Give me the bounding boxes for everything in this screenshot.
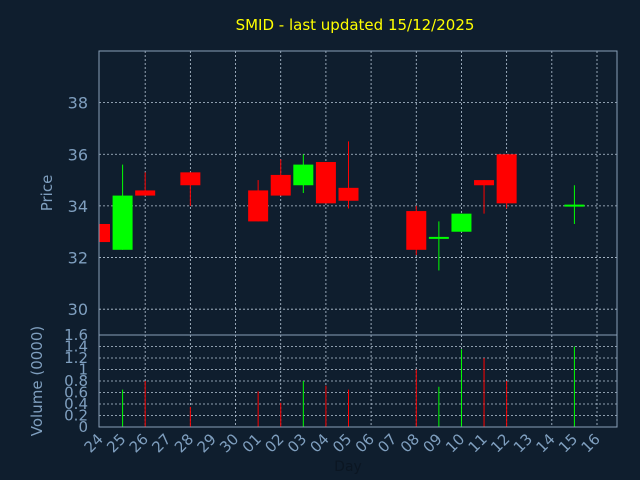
volume-panel-frame bbox=[98, 334, 618, 428]
volume-y-tick-label: 0 bbox=[78, 418, 88, 436]
price-y-tick-label: 30 bbox=[68, 300, 88, 319]
candle-body bbox=[451, 213, 472, 232]
volume-y-tick-label: 1.4 bbox=[64, 338, 88, 356]
volume-y-tick-label: 0.8 bbox=[64, 372, 88, 390]
price-y-axis-label: Price bbox=[38, 175, 56, 212]
x-axis-label: Day bbox=[334, 459, 362, 475]
volume-y-tick-label: 1.6 bbox=[64, 326, 88, 344]
volume-y-axis-label: Volume (0000) bbox=[28, 326, 46, 436]
candle-body bbox=[100, 223, 110, 243]
price-y-tick-labels: 30 32 34 36 38 bbox=[68, 94, 88, 320]
chart-title: SMID - last updated 15/12/2025 bbox=[236, 16, 475, 34]
candlestick-series bbox=[99, 141, 585, 271]
candle-body bbox=[315, 162, 336, 204]
candle-body bbox=[112, 195, 133, 250]
candle-body bbox=[248, 190, 269, 222]
price-y-tick-label: 32 bbox=[68, 249, 88, 268]
candle-body bbox=[406, 211, 427, 250]
price-y-tick-label: 34 bbox=[68, 197, 88, 216]
candle-body bbox=[270, 174, 291, 196]
volume-y-tick-label: 0.2 bbox=[64, 407, 88, 425]
volume-y-tick-label: 1 bbox=[78, 361, 88, 379]
candle-body bbox=[293, 164, 314, 186]
x-tick-labels: 2425262728293001020304050607080910111213… bbox=[81, 430, 604, 456]
candle-body bbox=[428, 236, 449, 239]
candle-body bbox=[474, 180, 495, 186]
price-y-tick-label: 36 bbox=[68, 145, 88, 164]
candle-body bbox=[180, 172, 201, 186]
volume-y-tick-label: 0.6 bbox=[64, 384, 88, 402]
candle-body bbox=[135, 190, 156, 196]
volume-y-tick-label: 0.4 bbox=[64, 395, 88, 413]
volume-y-tick-labels: 00.20.40.60.811.21.41.6 bbox=[64, 326, 88, 436]
candle-body bbox=[564, 204, 585, 207]
candle-body bbox=[496, 154, 517, 204]
price-y-tick-label: 38 bbox=[68, 94, 88, 113]
volume-series bbox=[122, 346, 575, 427]
volume-y-tick-label: 1.2 bbox=[64, 349, 88, 367]
candle-body bbox=[338, 187, 359, 201]
